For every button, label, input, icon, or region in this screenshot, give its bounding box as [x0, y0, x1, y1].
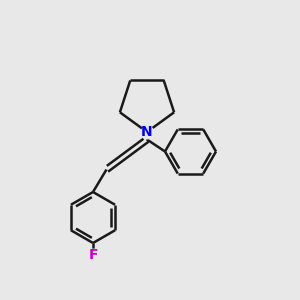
- Text: N: N: [141, 125, 153, 139]
- Text: F: F: [88, 248, 98, 262]
